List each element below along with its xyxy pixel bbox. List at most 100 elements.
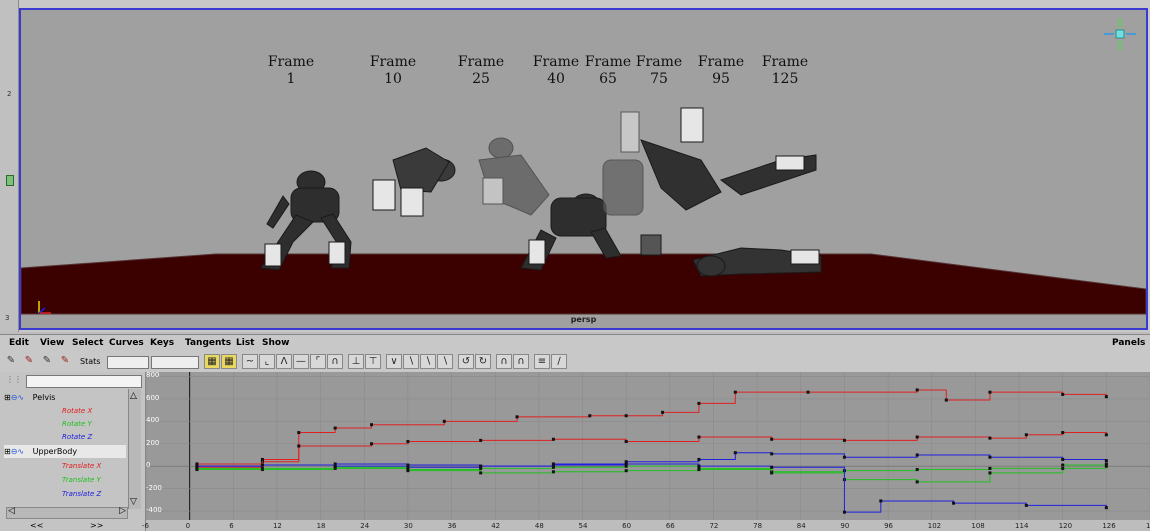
weighted-tangents-icon[interactable]: ∖ [420,354,436,369]
keyframe-point [624,464,628,468]
lock-tangent-weight-icon[interactable]: ∖ [403,354,419,369]
keyframe-point [195,462,199,466]
normalize-curves-icon[interactable]: ≡ [534,354,550,369]
keyframe-point [770,465,774,469]
spline-tangent-icon[interactable]: ~ [242,354,258,369]
menu-select[interactable]: Select [72,338,104,348]
keyframe-point [1061,431,1065,435]
buffer-curve-snapshot-icon[interactable]: ∩ [496,354,512,369]
keyframe-point [1104,433,1108,437]
scroll-right-icon[interactable]: ▷ [119,506,126,516]
x-tick-label: 114 [1015,522,1029,530]
keyframe-point [988,436,992,440]
x-tick-label: 90 [840,522,850,530]
perspective-viewport-panel[interactable]: 2 3 Frame 1 Frame 10 Frame 25 Frame 40 Frame… [0,0,1150,332]
insert-key-tool-icon[interactable]: ✎ [24,355,34,366]
keyframe-point [551,470,555,474]
animation-curves-plot[interactable] [145,372,1150,520]
menu-curves[interactable]: Curves [109,338,144,348]
channel-rotate-x[interactable]: Rotate X [62,407,93,415]
y-tick-label: -400 [146,506,162,515]
channel-translate-y[interactable]: Translate Y [62,476,101,484]
keyframe-point [806,390,810,394]
flat-tangent-icon[interactable]: — [293,354,309,369]
x-tick-label: 30 [403,522,413,530]
keyframe-point [406,463,410,467]
scroll-up-icon[interactable]: △ [130,391,137,401]
lattice-deform-tool-icon[interactable]: ✎ [60,355,70,366]
non-weighted-tangents-icon[interactable]: ∖ [437,354,453,369]
character-pose-frame-25 [478,137,550,216]
stats-value-field[interactable] [151,356,199,369]
persp-camera-view[interactable]: Frame 1 Frame 10 Frame 25 Frame 40 Frame 65 F… [19,8,1148,330]
keyframe-point [479,466,483,470]
keyframe-point [733,451,737,455]
menu-show[interactable]: Show [262,338,290,348]
swap-buffer-curve-icon[interactable]: ∩ [513,354,529,369]
add-key-tool-icon[interactable]: ✎ [42,355,52,366]
keyframe-point [1061,463,1065,467]
outliner-filter-input[interactable] [26,375,142,388]
outliner-toggle-icon[interactable]: ⋮⋮ [6,375,22,384]
outliner-node-pelvis[interactable]: ⊞⊖∿ Pelvis [4,391,126,404]
graph-editor-curve-view[interactable] [145,372,1150,520]
scroll-left-icon[interactable]: ◁ [8,506,15,516]
keyframe-point [1104,464,1108,468]
keyframe-point [988,471,992,475]
linear-tangent-icon[interactable]: Λ [276,354,292,369]
keyframe-point [733,390,737,394]
outliner-vertical-scrollbar[interactable]: △ ▽ [128,389,141,509]
unify-tangents-icon[interactable]: ⊤ [365,354,381,369]
keyframe-point [624,440,628,444]
step-tangent-icon[interactable]: ⌜ [310,354,326,369]
menu-panels[interactable]: Panels [1112,338,1146,348]
view-cube-icon[interactable] [1100,14,1140,54]
expand-outliner-button[interactable]: >> [90,521,104,530]
y-tick-label: 200 [146,438,160,447]
denormalize-curves-icon[interactable]: ∕ [551,354,567,369]
menu-keys[interactable]: Keys [150,338,175,348]
channel-rotate-y[interactable]: Rotate Y [62,420,92,428]
outliner-width-controls: << >> [0,520,145,531]
stats-time-field[interactable] [107,356,149,369]
free-tangent-weight-icon[interactable]: ∨ [386,354,402,369]
keyframe-point [333,426,337,430]
break-tangents-icon[interactable]: ⊥ [348,354,364,369]
keyframe-point [1104,462,1108,466]
pre-infinity-cycle-icon[interactable]: ↺ [458,354,474,369]
outliner-horizontal-scrollbar[interactable]: ◁ ▷ [6,506,128,519]
x-tick-label: 132 [1146,522,1150,530]
x-tick-label: 6 [229,522,234,530]
clamped-tangent-icon[interactable]: ⌞ [259,354,275,369]
frame-all-icon[interactable]: ▦ [204,354,220,369]
expand-icon[interactable]: ⊞ [4,393,11,402]
channel-translate-x[interactable]: Translate X [62,462,102,470]
menu-tangents[interactable]: Tangents [185,338,232,348]
x-tick-label: 126 [1102,522,1116,530]
move-key-tool-icon[interactable]: ✎ [6,355,16,366]
y-tick-label: 600 [146,393,160,402]
keyframe-point [442,419,446,423]
keyframe-point [697,466,701,470]
character-pose-frame-40 [520,193,622,271]
menu-view[interactable]: View [40,338,65,348]
keyframe-point [842,455,846,459]
expand-icon[interactable]: ⊞ [4,447,11,456]
keyframe-point [842,510,846,514]
channel-translate-z[interactable]: Translate Z [62,490,102,498]
post-infinity-cycle-icon[interactable]: ↻ [475,354,491,369]
y-tick-label: 0 [146,461,151,470]
x-tick-label: 102 [927,522,942,530]
x-tick-label: 18 [316,522,326,530]
keyframe-point [879,499,883,503]
scroll-down-icon[interactable]: ▽ [130,497,137,507]
channel-rotate-z[interactable]: Rotate Z [62,433,93,441]
menu-edit[interactable]: Edit [9,338,29,348]
outliner-node-upperbody[interactable]: ⊞⊖∿ UpperBody [4,445,126,458]
plateau-tangent-icon[interactable]: ∩ [327,354,343,369]
menu-list[interactable]: List [236,338,255,348]
frame-selection-icon[interactable]: ▦ [221,354,237,369]
keyframe-point [297,431,301,435]
keyframe-point [370,442,374,446]
shrink-outliner-button[interactable]: << [30,521,44,530]
